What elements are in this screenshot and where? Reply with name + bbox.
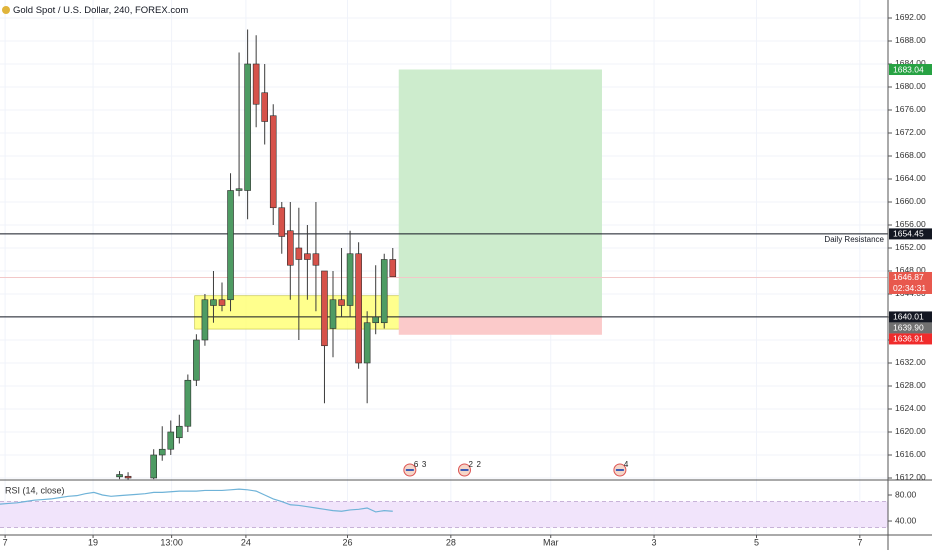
candle-body <box>380 259 388 324</box>
x-tick-label: 5 <box>754 537 759 547</box>
chart-title: Gold Spot / U.S. Dollar, 240, FOREX.com <box>13 5 188 16</box>
x-tick-label: 24 <box>241 537 251 547</box>
candle-body <box>372 316 379 324</box>
x-tick-label: 7 <box>857 537 862 547</box>
rsi-line <box>0 488 393 513</box>
candle-body <box>176 425 183 439</box>
candle-body <box>227 190 234 301</box>
candle-body <box>218 299 226 306</box>
y-tick-label: 40.00 <box>895 515 917 525</box>
y-tick-label: 1668.00 <box>895 150 926 160</box>
candle-body <box>252 63 260 105</box>
y-tick-label: 1648.00 <box>895 265 926 275</box>
price-badge-label: 1683.04 <box>893 64 924 74</box>
candle-body <box>235 188 243 191</box>
candle-body <box>184 379 192 427</box>
y-tick-label: 1660.00 <box>895 196 926 206</box>
price-badge-label: 1654.45 <box>893 229 924 239</box>
rsi-band <box>0 501 888 528</box>
candle-body <box>158 448 166 456</box>
event-count: 2 <box>468 460 473 469</box>
x-tick-label: 26 <box>343 537 353 547</box>
y-tick-label: 1676.00 <box>895 104 926 114</box>
event-marker: 4 <box>613 460 629 477</box>
x-tick-label: 7 <box>3 537 8 547</box>
candle-body <box>346 253 354 306</box>
y-tick-label: 1656.00 <box>895 219 926 229</box>
candle-body <box>150 454 157 479</box>
symbol-icon <box>2 6 10 14</box>
x-tick-label: 28 <box>446 537 456 547</box>
price-badge <box>889 311 932 323</box>
loss-zone <box>398 316 602 335</box>
candle-body <box>167 431 175 450</box>
y-tick-label: 80.00 <box>895 489 917 499</box>
y-tick-label: 1684.00 <box>895 58 926 68</box>
y-tick-label: 1628.00 <box>895 380 926 390</box>
candle-body <box>304 253 311 260</box>
candle-body <box>124 475 132 479</box>
candle-body <box>193 339 200 381</box>
candle-body <box>201 299 209 341</box>
candle-body <box>287 230 294 266</box>
x-tick-label: 13:00 <box>160 537 183 547</box>
y-tick-label: 1612.00 <box>895 472 926 482</box>
candle-body <box>389 259 397 278</box>
profit-zone <box>398 69 602 317</box>
y-tick-label: 1692.00 <box>895 12 926 22</box>
y-tick-label: 1688.00 <box>895 35 926 45</box>
price-badge <box>889 271 932 283</box>
candle-body <box>321 270 328 347</box>
y-tick-label: 1652.00 <box>895 242 926 252</box>
price-badge-label: 1639.90 <box>893 323 924 333</box>
candle-body <box>261 92 268 122</box>
candle-body <box>355 253 362 364</box>
candle-body <box>329 299 337 329</box>
x-tick-label: 3 <box>652 537 657 547</box>
price-badge <box>889 333 932 345</box>
event-count: 6 <box>414 460 419 469</box>
price-badge-label: 1646.87 <box>893 272 924 282</box>
countdown-badge <box>889 282 932 294</box>
rsi-title: RSI (14, close) <box>5 485 65 495</box>
price-badge <box>889 64 932 76</box>
event-count: 3 <box>422 460 427 469</box>
countdown-label: 02:34:31 <box>893 283 926 293</box>
price-badge <box>889 228 932 240</box>
price-badge-label: 1640.01 <box>893 312 924 322</box>
y-tick-label: 1680.00 <box>895 81 926 91</box>
y-tick-label: 1672.00 <box>895 127 926 137</box>
y-tick-label: 1616.00 <box>895 449 926 459</box>
y-tick-label: 1620.00 <box>895 426 926 436</box>
candle-body <box>244 63 251 191</box>
candle-body <box>363 322 371 364</box>
event-count: 4 <box>624 460 629 469</box>
event-count: 2 <box>476 460 481 469</box>
candle-body <box>295 247 303 260</box>
price-badge-label: 1636.91 <box>893 334 924 344</box>
candle-body <box>312 253 320 266</box>
candle-body <box>269 115 277 209</box>
y-tick-label: 1632.00 <box>895 357 926 367</box>
line-note: Daily Resistance <box>824 235 884 244</box>
candle-body <box>338 299 345 306</box>
price-badge <box>889 322 932 334</box>
y-tick-label: 1664.00 <box>895 173 926 183</box>
x-tick-label: Mar <box>543 537 559 547</box>
y-tick-label: 1624.00 <box>895 403 926 413</box>
candle-body <box>278 207 286 237</box>
candle-body <box>210 299 217 306</box>
x-tick-label: 19 <box>88 537 98 547</box>
candle-body <box>116 474 123 478</box>
